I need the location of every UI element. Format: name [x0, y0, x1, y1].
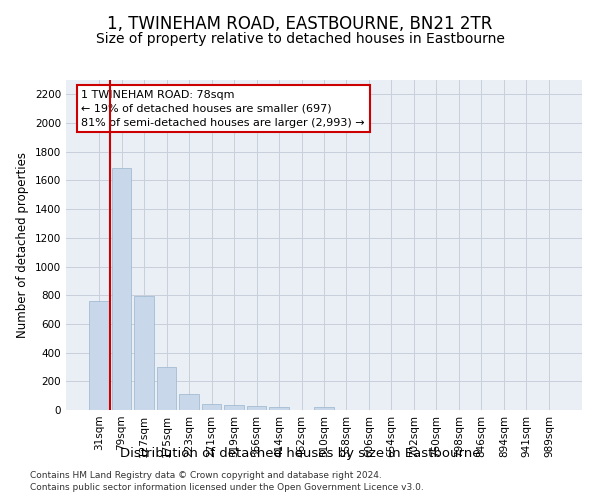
- Bar: [179, 394, 199, 410]
- Text: Distribution of detached houses by size in Eastbourne: Distribution of detached houses by size …: [120, 448, 480, 460]
- Bar: [112, 168, 131, 410]
- Text: 1 TWINEHAM ROAD: 78sqm
← 19% of detached houses are smaller (697)
81% of semi-de: 1 TWINEHAM ROAD: 78sqm ← 19% of detached…: [82, 90, 365, 128]
- Bar: [247, 406, 266, 410]
- Text: Size of property relative to detached houses in Eastbourne: Size of property relative to detached ho…: [95, 32, 505, 46]
- Bar: [134, 296, 154, 410]
- Bar: [224, 406, 244, 410]
- Bar: [89, 301, 109, 410]
- Text: Contains public sector information licensed under the Open Government Licence v3: Contains public sector information licen…: [30, 484, 424, 492]
- Bar: [269, 407, 289, 410]
- Bar: [314, 407, 334, 410]
- Text: 1, TWINEHAM ROAD, EASTBOURNE, BN21 2TR: 1, TWINEHAM ROAD, EASTBOURNE, BN21 2TR: [107, 15, 493, 33]
- Bar: [157, 367, 176, 410]
- Text: Contains HM Land Registry data © Crown copyright and database right 2024.: Contains HM Land Registry data © Crown c…: [30, 471, 382, 480]
- Y-axis label: Number of detached properties: Number of detached properties: [16, 152, 29, 338]
- Bar: [202, 404, 221, 410]
